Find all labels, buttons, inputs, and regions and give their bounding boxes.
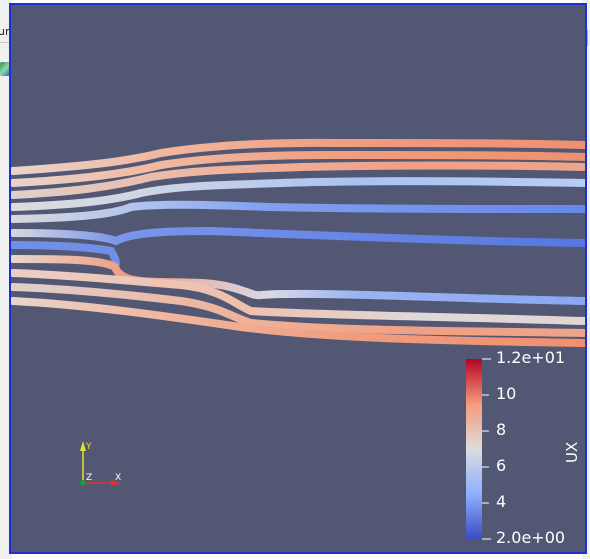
colorbar-tick-label: 4 <box>496 492 507 511</box>
streamline <box>11 255 585 305</box>
colorbar-max-label: 1.2e+01 <box>496 348 566 367</box>
render-view-content[interactable]: 1.2e+01 10 8 6 4 2.0e+00 UX Y Z X <box>11 5 585 552</box>
streamlines-plot <box>11 138 585 540</box>
streamline <box>11 283 585 337</box>
axis-z-label: Z <box>86 473 93 483</box>
colorbar-title: UX <box>563 441 581 463</box>
background-tab[interactable]: ur <box>0 22 12 43</box>
orientation-axes <box>80 441 121 486</box>
colorbar-tick-label: 8 <box>496 420 507 439</box>
colorbar-tick-label: 10 <box>496 384 517 403</box>
streamline <box>11 138 585 175</box>
streamline <box>11 177 585 211</box>
streamline <box>11 200 585 223</box>
streamline <box>11 269 585 325</box>
colorbar-tick-label: 6 <box>496 456 507 475</box>
pipeline-icon[interactable] <box>0 62 10 76</box>
colorbar-gradient <box>466 359 482 539</box>
colorbar-ticks <box>482 358 491 540</box>
streamline <box>11 150 585 187</box>
colorbar-min-label: 2.0e+00 <box>496 528 566 547</box>
streamline <box>11 161 585 199</box>
axis-x-label: X <box>115 473 122 483</box>
streamline <box>11 226 585 247</box>
streamline <box>11 297 585 347</box>
streamlines <box>11 138 585 347</box>
streamline <box>11 241 120 271</box>
axis-y-label: Y <box>86 442 92 452</box>
